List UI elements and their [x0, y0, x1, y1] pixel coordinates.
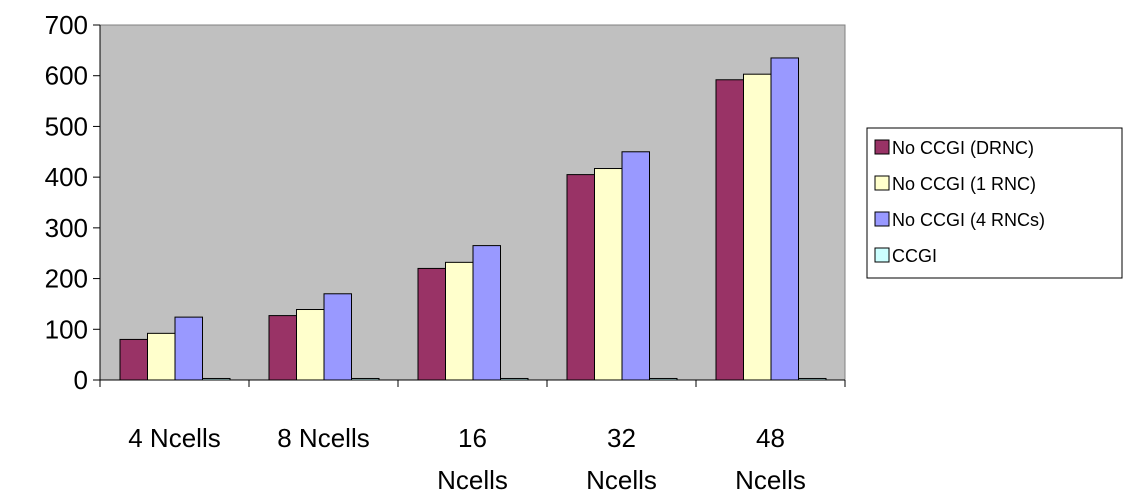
legend-label: No CCGI (1 RNC): [892, 174, 1036, 194]
bar: [743, 73, 772, 381]
bar: [649, 377, 678, 381]
legend: No CCGI (DRNC) No CCGI (1 RNC) No CCGI (4 …: [866, 127, 1123, 279]
bar: [268, 315, 297, 381]
legend-swatch: [874, 175, 890, 191]
bar: [174, 316, 203, 381]
legend-box: [866, 127, 1123, 279]
bar: [119, 338, 148, 381]
x-tick-label: 8 Ncells: [277, 423, 369, 453]
bar: [798, 377, 827, 381]
bars: [119, 57, 827, 381]
legend-label: No CCGI (4 RNCs): [892, 210, 1045, 230]
bar: [472, 245, 501, 381]
bar: [202, 377, 231, 381]
y-tick-label: 300: [45, 213, 88, 243]
bar: [594, 168, 623, 381]
bar: [417, 267, 446, 381]
x-axis: 4 Ncells 8 Ncells 16 Ncells 32 Ncells 48 Ncells: [99, 379, 846, 495]
y-tick-label: 100: [45, 314, 88, 344]
x-tick-label: 4 Ncells: [128, 423, 220, 453]
bar: [500, 377, 529, 381]
legend-label: CCGI: [892, 246, 937, 266]
legend-swatch: [874, 139, 890, 155]
legend-label: No CCGI (DRNC): [892, 138, 1034, 158]
bar: [147, 332, 176, 381]
y-tick-label: 700: [45, 10, 88, 40]
y-tick-label: 0: [74, 365, 88, 395]
legend-swatch: [874, 211, 890, 227]
legend-swatch: [874, 247, 890, 263]
y-tick-label: 600: [45, 61, 88, 91]
bar: [445, 261, 474, 381]
bar: [566, 174, 595, 381]
bar: [715, 79, 744, 381]
y-tick-label: 400: [45, 162, 88, 192]
y-tick-label: 500: [45, 111, 88, 141]
x-tick-label: 16 Ncells: [437, 423, 508, 495]
bar: [621, 151, 650, 381]
y-tick-label: 200: [45, 264, 88, 294]
bar: [296, 309, 325, 381]
x-tick-label: 32 Ncells: [586, 423, 657, 495]
bar: [351, 377, 380, 381]
x-tick-label: 48 Ncells: [735, 423, 806, 495]
bar: [323, 293, 352, 381]
bar: [770, 57, 799, 381]
y-axis: 0 100 200 300 400 500 600 700: [45, 10, 101, 395]
